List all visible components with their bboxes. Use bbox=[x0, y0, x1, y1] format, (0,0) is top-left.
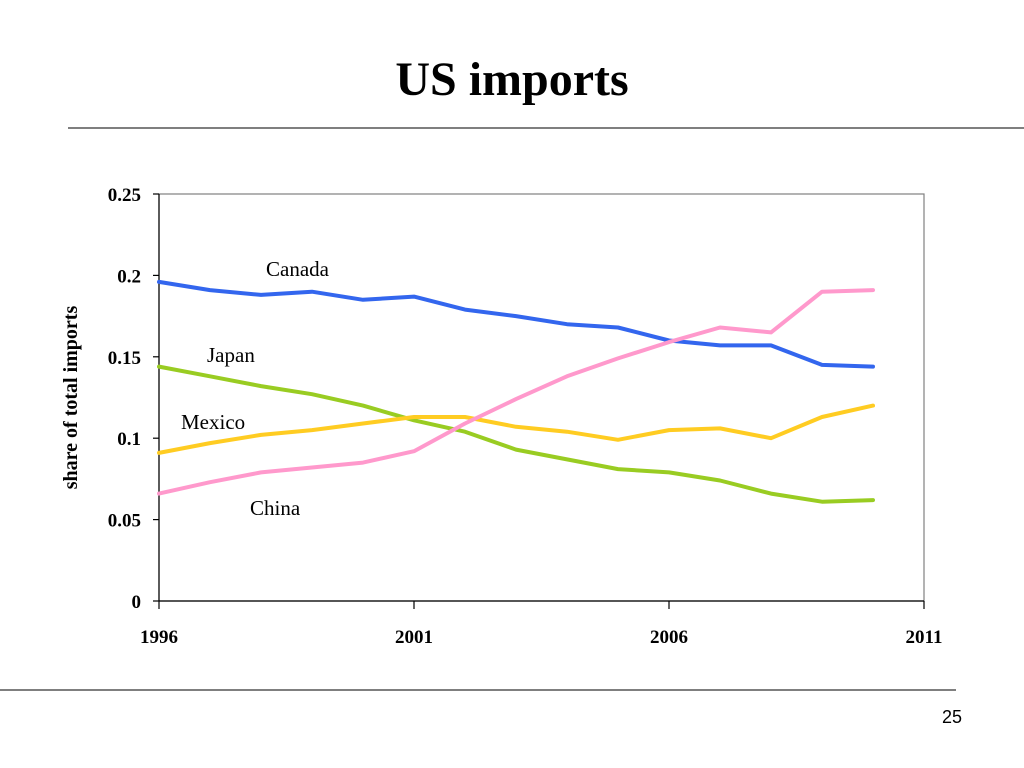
y-tick-label: 0.15 bbox=[108, 348, 141, 369]
y-axis-title: share of total imports bbox=[60, 306, 82, 490]
slide-title: US imports bbox=[395, 53, 629, 106]
series-line-china bbox=[157, 288, 875, 496]
series-label-china: China bbox=[250, 496, 301, 520]
series-label-mexico: Mexico bbox=[181, 410, 245, 434]
x-tick-label: 2001 bbox=[395, 627, 433, 648]
series-label-japan: Japan bbox=[207, 343, 255, 367]
y-tick-label: 0.25 bbox=[108, 185, 141, 206]
y-tick-label: 0.05 bbox=[108, 511, 141, 532]
footer-divider bbox=[0, 689, 956, 691]
y-tick-label: 0 bbox=[132, 592, 142, 613]
y-tick-label: 0.1 bbox=[117, 429, 141, 450]
x-tick-label: 2011 bbox=[906, 627, 943, 648]
x-tick-label: 1996 bbox=[140, 627, 178, 648]
title-divider bbox=[68, 127, 1024, 129]
series-label-canada: Canada bbox=[266, 257, 330, 281]
series-line-canada bbox=[157, 279, 875, 369]
x-tick-label: 2006 bbox=[650, 627, 688, 648]
y-tick-label: 0.2 bbox=[117, 266, 141, 287]
plot-area bbox=[158, 193, 925, 602]
page-number: 25 bbox=[941, 707, 962, 727]
series-line-japan bbox=[157, 364, 875, 504]
series-line-mexico bbox=[157, 403, 875, 455]
